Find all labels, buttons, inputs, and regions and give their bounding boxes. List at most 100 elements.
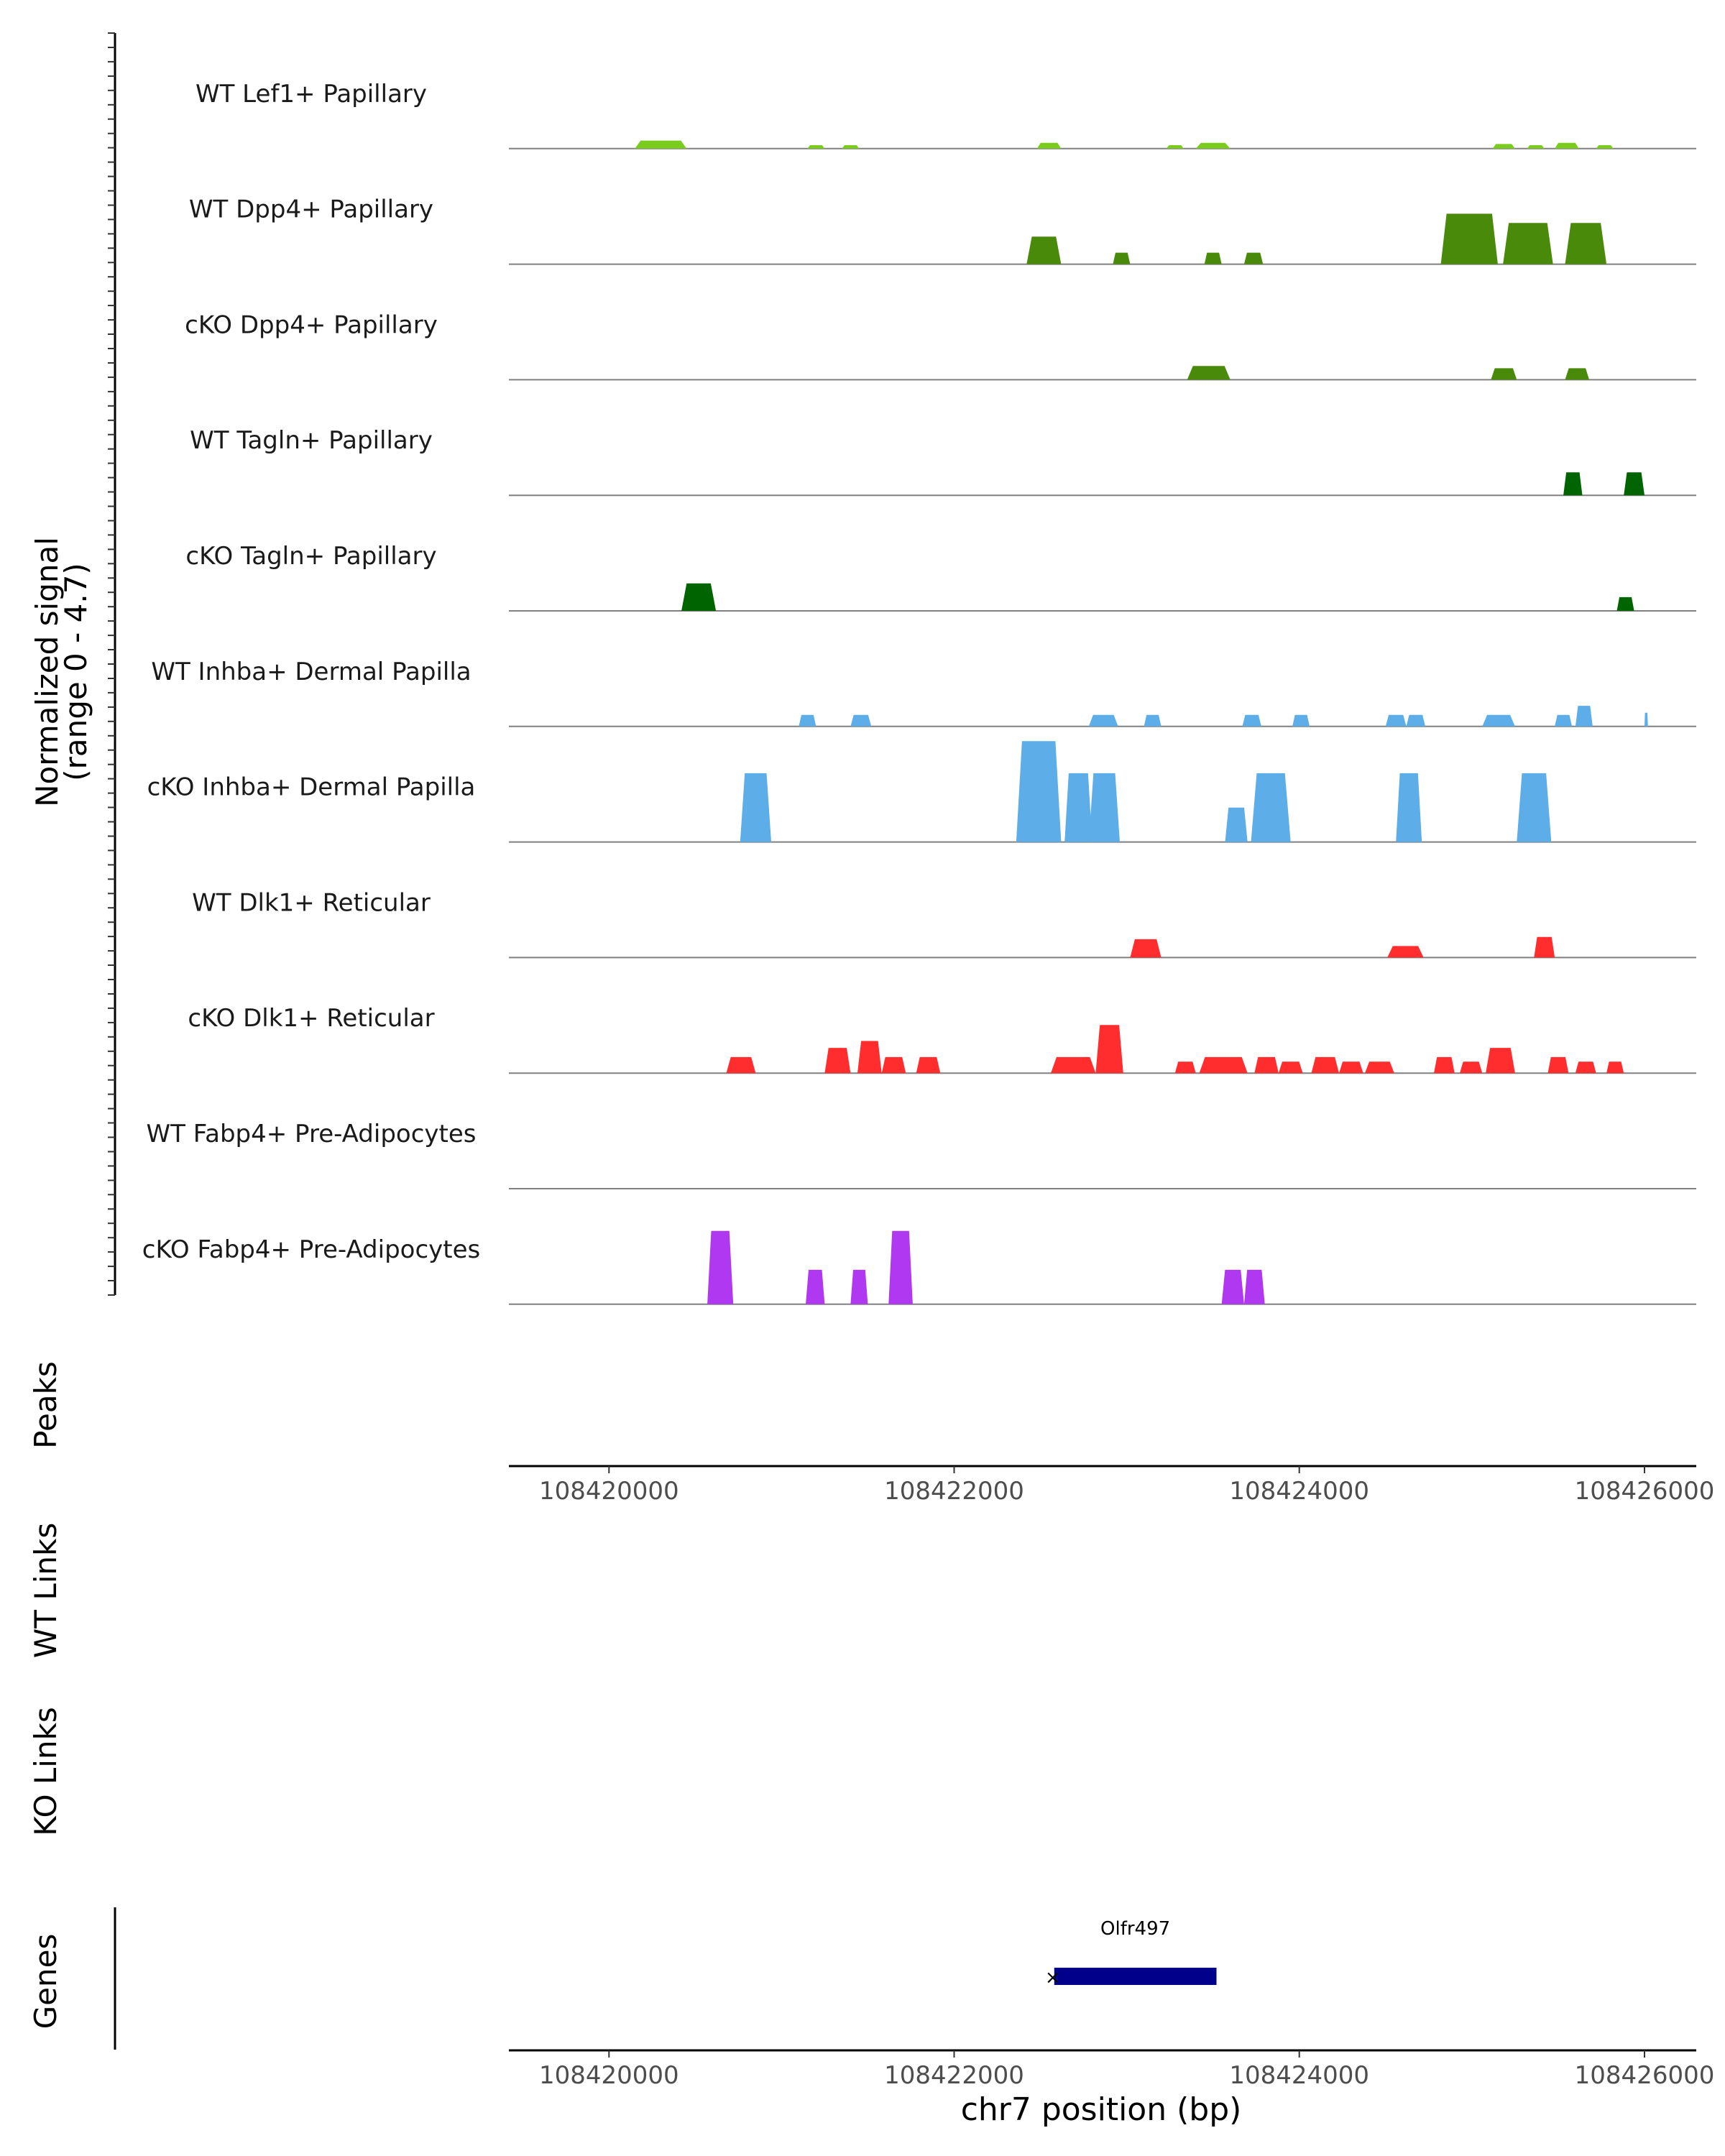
signal-peak (850, 714, 872, 727)
signal-peak (1088, 773, 1120, 842)
ko-links-title: KO Links (28, 1707, 63, 1836)
signal-peak (842, 145, 860, 149)
signal-peak (1575, 1061, 1596, 1074)
track: WT Dlk1+ Reticular (192, 888, 1696, 959)
signal-peak (1616, 596, 1634, 611)
track: cKO Fabp4+ Pre-Adipocytes (142, 1230, 1696, 1305)
links-tracks: WT Links KO Links (28, 1523, 63, 1836)
signal-peak (1095, 1025, 1123, 1074)
signal-peak (1243, 252, 1264, 264)
track: cKO Tagln+ Papillary (185, 542, 1696, 612)
signal-peak (1563, 472, 1583, 496)
signal-peak (740, 773, 771, 842)
signal-peak (1527, 145, 1545, 149)
x-axis-tick-label: 108420000 (539, 1477, 679, 1506)
signal-peak (1242, 714, 1261, 727)
signal-peak (1460, 1061, 1483, 1074)
signal-peak (1396, 773, 1422, 842)
signal-peak (1199, 1056, 1248, 1074)
track-label: WT Tagln+ Papillary (190, 426, 433, 455)
track: cKO Dpp4+ Papillary (185, 310, 1696, 381)
track-label: WT Inhba+ Dermal Papilla (151, 658, 471, 686)
signal-peak (857, 1041, 882, 1074)
signal-peak (881, 1056, 906, 1074)
signal-peak (1491, 368, 1517, 380)
track: cKO Inhba+ Dermal Papilla (147, 741, 1696, 843)
x-axis-tick-label: 108422000 (884, 2061, 1024, 2090)
signal-peak (806, 1269, 825, 1304)
signal-peak (1492, 144, 1515, 149)
gene-body (1054, 1968, 1217, 1985)
signal-peak (1051, 1056, 1096, 1074)
signal-peak (1339, 1061, 1363, 1074)
signal-peak (1187, 366, 1230, 380)
track: cKO Dlk1+ Reticular (188, 1004, 1696, 1074)
signal-peak (1534, 936, 1555, 958)
signal-peak (1482, 714, 1515, 727)
x-axis-tick-label: 108426000 (1575, 2061, 1715, 2090)
signal-peak (1292, 714, 1310, 727)
x-axis-tick-label: 108424000 (1229, 2061, 1369, 2090)
signal-peak (1503, 223, 1553, 264)
signal-peak (1088, 714, 1118, 727)
genes-x-axis-ticks: 108420000 108422000 108424000 108426000 (539, 2050, 1714, 2090)
track-label: WT Fabp4+ Pre-Adipocytes (147, 1120, 477, 1148)
signal-peak (1311, 1056, 1339, 1074)
signal-peak (635, 140, 687, 149)
x-axis-tick-label: 108424000 (1229, 1477, 1369, 1506)
signal-peak (1026, 236, 1062, 264)
signal-peak (1624, 472, 1644, 496)
signal-peak (1251, 773, 1291, 842)
signal-peak (1278, 1061, 1303, 1074)
coverage-tracks: WT Lef1+ Papillary WT Dpp4+ Papillary cKO … (142, 80, 1696, 1305)
track: WT Lef1+ Papillary (196, 80, 1696, 149)
peaks-track: Peaks 108420000 108422000 108424000 1084260… (28, 1361, 1714, 1506)
signal-y-axis-ticks (108, 32, 115, 1296)
signal-peak (1113, 252, 1131, 264)
gene-label: Olfr497 (1100, 1918, 1170, 1940)
signal-peak (1064, 773, 1092, 842)
signal-peak (1144, 714, 1162, 727)
signal-peak (1166, 145, 1184, 149)
gene-models: × Olfr497 (1045, 1918, 1217, 1989)
y-axis-title-line2: (range 0 - 4.7) (58, 563, 93, 781)
signal-peak (1555, 142, 1579, 149)
signal-peak (1243, 1269, 1265, 1304)
signal-peak (1221, 1269, 1244, 1304)
x-axis-tick-label: 108422000 (884, 1477, 1024, 1506)
track: WT Inhba+ Dermal Papilla (151, 658, 1696, 727)
track-label: WT Dpp4+ Papillary (189, 195, 433, 224)
signal-peak (1434, 1056, 1455, 1074)
signal-peak (799, 714, 816, 727)
signal-peak (707, 1230, 734, 1304)
x-axis-tick-label: 108420000 (539, 2061, 679, 2090)
track-label: cKO Tagln+ Papillary (185, 542, 436, 571)
signal-peak (1406, 714, 1425, 727)
signal-peak (888, 1230, 913, 1304)
signal-peak (1130, 939, 1162, 958)
signal-peak (1016, 741, 1062, 842)
peaks-x-axis-ticks: 108420000 108422000 108424000 108426000 (539, 1466, 1714, 1506)
genes-track-title: Genes (28, 1934, 63, 2030)
track-label: cKO Inhba+ Dermal Papilla (147, 773, 476, 802)
signal-peak (807, 145, 825, 149)
signal-peak (1565, 368, 1590, 380)
signal-peak (1575, 706, 1593, 727)
x-axis-title: chr7 position (bp) (961, 2091, 1242, 2128)
wt-links-title: WT Links (28, 1523, 63, 1658)
track-label: cKO Dlk1+ Reticular (188, 1004, 434, 1033)
y-axis-title-line1: Normalized signal (29, 537, 65, 807)
signal-peak (1365, 1061, 1394, 1074)
signal-peak (1195, 142, 1230, 149)
track-label: WT Dlk1+ Reticular (192, 888, 431, 917)
signal-peak (1596, 145, 1614, 149)
signal-peak (1387, 946, 1424, 958)
signal-peak (1606, 1061, 1624, 1074)
signal-peak (824, 1048, 851, 1074)
signal-peak (726, 1056, 756, 1074)
track: WT Tagln+ Papillary (190, 426, 1696, 497)
signal-peak (1555, 714, 1573, 727)
genes-track: Genes × Olfr497 108420000 108422000 1084240… (28, 1907, 1714, 2128)
peaks-track-title: Peaks (28, 1361, 63, 1449)
